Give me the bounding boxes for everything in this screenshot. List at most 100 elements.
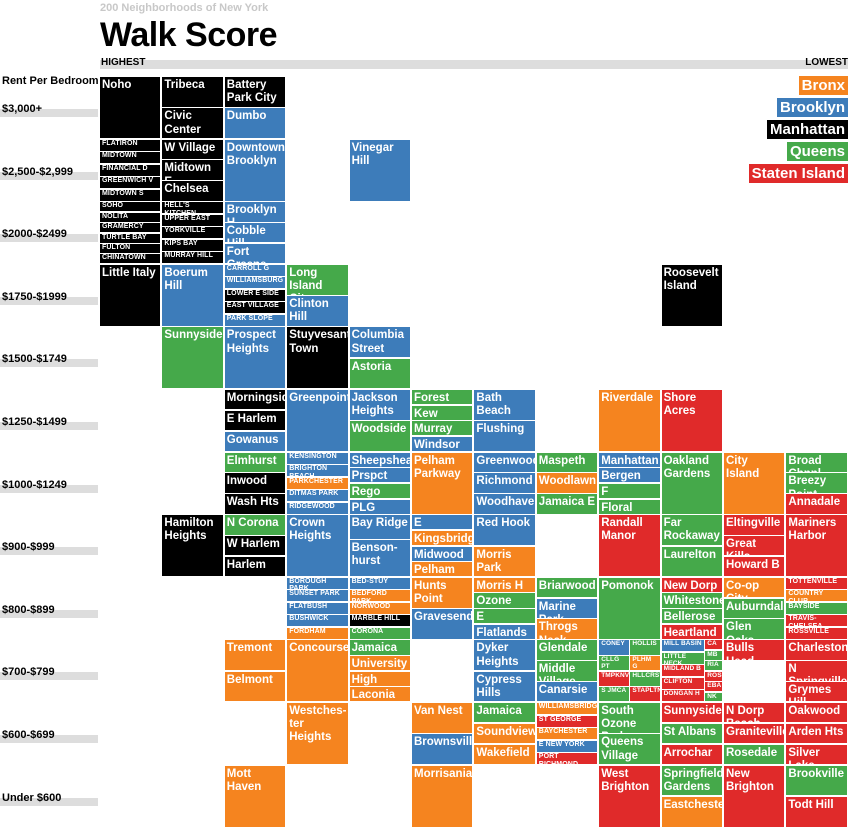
neighborhood-cell-small: CLLG PT xyxy=(599,656,629,671)
neighborhood-cell: Dumbo xyxy=(224,108,286,139)
neighborhood-cell: CARROLL G xyxy=(224,264,286,276)
neighborhood-cell: Throgs Neck xyxy=(536,619,598,639)
neighborhood-cell: Arden Hts xyxy=(786,723,847,744)
neighborhood-cell: RIDGEWOOD xyxy=(287,502,348,514)
neighborhood-cell: PARK SLOPE xyxy=(224,314,286,326)
neighborhood-cell: Brownsville xyxy=(412,734,473,765)
neighborhood-cell: W Village xyxy=(162,139,223,159)
neighborhood-cell: Prspct Park S xyxy=(349,468,410,483)
neighborhood-cell: Floral Park xyxy=(599,499,660,514)
neighborhood-cell: SUNSET PARK xyxy=(287,590,348,602)
neighborhood-cell: Morningside xyxy=(224,390,286,410)
legend-item: Queens xyxy=(786,142,848,161)
neighborhood-cell: Pelham Parkway xyxy=(412,452,473,514)
neighborhood-cell-small: CONEY xyxy=(599,640,629,655)
neighborhood-cell: Rosedale xyxy=(724,744,785,765)
neighborhood-cell: Cobble Hill xyxy=(224,223,286,243)
neighborhood-cell: Jamaica xyxy=(474,703,535,723)
neighborhood-cell: YORKVILLE xyxy=(162,227,223,239)
neighborhood-cell: Greenpoint xyxy=(287,390,348,452)
neighborhood-cell: City Island xyxy=(724,452,785,514)
neighborhood-cell: PARKCHESTER xyxy=(287,477,348,489)
rent-band-bar xyxy=(0,547,98,556)
neighborhood-cell: Broad Chnnl xyxy=(786,452,847,472)
neighborhood-cell: PLG xyxy=(349,499,410,514)
neighborhood-cell: Marine Park xyxy=(536,598,598,618)
neighborhood-cell-small: ROS xyxy=(705,671,722,681)
rent-band-bar xyxy=(0,484,98,493)
neighborhood-cell: Howard B xyxy=(724,556,785,577)
neighborhood-cell: Bulls Head xyxy=(724,640,785,660)
neighborhood-cell: Todt Hill xyxy=(786,796,847,827)
neighborhood-cell: Woodlawn xyxy=(536,473,598,493)
neighborhood-cell: Red Hook xyxy=(474,515,535,545)
neighborhood-cell: Wakefield xyxy=(474,744,535,765)
neighborhood-cell: W Harlem xyxy=(224,536,286,556)
neighborhood-cell: TRAVIS-CHELSEA xyxy=(786,615,847,627)
neighborhood-cell: Richmond xyxy=(474,473,535,493)
neighborhood-cell-small: S JMCA xyxy=(599,687,629,702)
neighborhood-cell: Woodhaven xyxy=(474,494,535,514)
neighborhood-cell: Harlem xyxy=(224,556,286,577)
neighborhood-cell-small: NK xyxy=(705,692,722,702)
neighborhood-cell: COUNTRY CLUB xyxy=(786,590,847,602)
neighborhood-cell: Morris Park xyxy=(474,546,535,577)
neighborhood-cell: HELL'S KITCHEN xyxy=(162,202,223,214)
rent-band-bar xyxy=(0,797,98,806)
neighborhood-cell: Glendale xyxy=(536,640,598,660)
neighborhood-cell: Stuyvesant Town xyxy=(287,327,348,389)
neighborhood-cell: Sunnyside xyxy=(661,703,722,723)
neighborhood-cell: University H xyxy=(349,656,410,671)
neighborhood-cell: Silver Lake xyxy=(786,744,847,765)
neighborhood-cell: Graniteville xyxy=(724,723,785,744)
neighborhood-cell-small: CLIFTON xyxy=(661,677,704,689)
neighborhood-cell: Roosevelt Island xyxy=(661,264,722,326)
neighborhood-cell: Prospect Heights xyxy=(224,327,286,389)
neighborhood-cell: Cypress Hills xyxy=(474,671,535,702)
rent-band-label: $900-$999 xyxy=(2,541,55,554)
rent-axis-title: Rent Per Bedroom xyxy=(2,75,99,87)
neighborhood-cell: Auburndale xyxy=(724,598,785,618)
neighborhood-cell-small: DONGAN H xyxy=(661,690,704,702)
rent-band-bar xyxy=(0,109,98,117)
highest-label: HIGHEST xyxy=(101,57,146,68)
neighborhood-cell-small: LITTLE NECK xyxy=(661,652,704,664)
neighborhood-cell: Rego Park xyxy=(349,483,410,499)
rent-band-label: $2,500-$2,999 xyxy=(2,165,73,178)
neighborhood-cell: Inwood xyxy=(224,473,286,493)
neighborhood-cell: NOLITA xyxy=(100,212,161,222)
neighborhood-cell: Greenwood xyxy=(474,452,535,472)
neighborhood-cell: Laconia xyxy=(349,687,410,702)
neighborhood-cell: DITMAS PARK xyxy=(287,490,348,502)
neighborhood-cell: Gravesend xyxy=(412,609,473,639)
neighborhood-cell: NORWOOD xyxy=(349,602,410,614)
neighborhood-cell: MARBLE HILL xyxy=(349,615,410,627)
neighborhood-cell: BOROUGH PARK xyxy=(287,577,348,589)
neighborhood-cell: Pomonok xyxy=(599,577,660,639)
neighborhood-cell: CORONA xyxy=(349,627,410,639)
neighborhood-cell: Jamaica E xyxy=(536,494,598,514)
neighborhood-cell: BEDFORD PARK xyxy=(349,590,410,602)
neighborhood-cell: Flushing xyxy=(474,421,535,452)
neighborhood-cell: E Harlem xyxy=(224,410,286,431)
neighborhood-cell: South Ozone Park xyxy=(599,703,660,733)
neighborhood-cell: Kingsbridge xyxy=(412,530,473,545)
neighborhood-cell: SOHO xyxy=(100,202,161,212)
neighborhood-cell: Sunnyside xyxy=(162,327,223,389)
neighborhood-cell-small: MB xyxy=(705,650,722,660)
neighborhood-cell: High Bridge xyxy=(349,671,410,686)
neighborhood-cell: Van Nest xyxy=(412,703,473,733)
neighborhood-cell: Whitestone xyxy=(661,593,722,608)
neighborhood-cell: Sheepshead xyxy=(349,452,410,467)
neighborhood-cell: Arrochar xyxy=(661,744,722,765)
neighborhood-cell: BED-STUY xyxy=(349,577,410,589)
neighborhood-cell: Fort Greene xyxy=(224,243,286,264)
rent-band-label: $1250-$1499 xyxy=(2,416,67,428)
neighborhood-cell: Randall Manor xyxy=(599,515,660,577)
neighborhood-cell: Annadale xyxy=(786,494,847,514)
rent-band-bar xyxy=(0,609,98,618)
neighborhood-cell: St Albans xyxy=(661,723,722,744)
neighborhood-cell: F Meadows xyxy=(599,483,660,499)
neighborhood-cell: Civic Center xyxy=(162,108,223,139)
neighborhood-cell: MIDTOWN xyxy=(100,152,161,164)
